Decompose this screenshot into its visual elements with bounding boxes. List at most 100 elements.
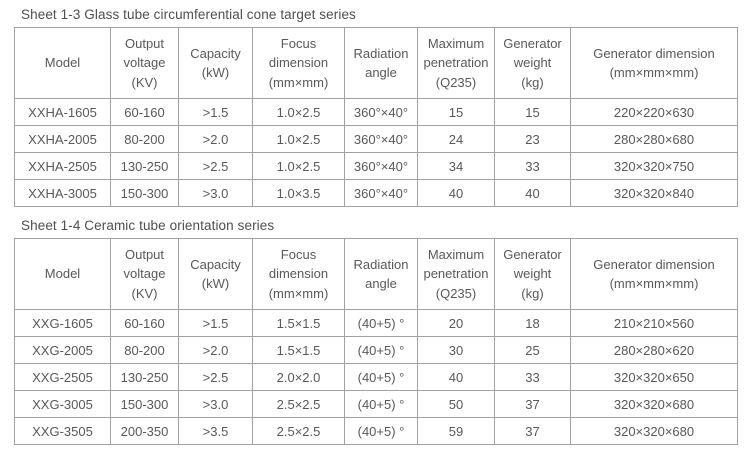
value-cell: 60-160 [110, 309, 179, 337]
column-header: Capacity (kW) [178, 27, 253, 99]
value-cell: 60-160 [110, 98, 179, 126]
sheet-1-3-title: Sheet 1-3 Glass tube circumferential con… [21, 7, 356, 22]
value-cell: >2.0 [178, 336, 253, 364]
value-cell: 1.0×2.5 [252, 125, 345, 153]
value-cell: 80-200 [110, 336, 179, 364]
value-cell: >2.5 [178, 363, 253, 391]
value-cell: 360°×40° [344, 152, 418, 180]
column-header: Generator dimension (mm×mm×mm) [570, 27, 738, 99]
model-cell: XXHA-2005 [14, 125, 111, 153]
column-header: Generator dimension (mm×mm×mm) [570, 238, 738, 310]
value-cell: 320×320×840 [570, 179, 738, 207]
column-header: Generator weight (kg) [494, 27, 571, 99]
spec-sheet-page: Sheet 1-3 Glass tube circumferential con… [14, 5, 750, 445]
table-row: XXG-3005 150-300 >3.0 2.5×2.5 (40+5) ° 50 37 32… [14, 390, 738, 418]
value-cell: 15 [417, 98, 495, 126]
table-row: XXG-2005 80-200 >2.0 1.5×1.5 (40+5) ° 30 25 280… [14, 336, 738, 364]
value-cell: 320×320×680 [570, 390, 738, 418]
header-row: Model Output voltage (KV) Capacity (kW) Foc… [14, 238, 738, 310]
header-row: Model Output voltage (KV) Capacity (kW) Foc… [14, 27, 738, 99]
value-cell: 37 [494, 390, 571, 418]
value-cell: 2.5×2.5 [252, 390, 345, 418]
ceramic-tube-spec-table: Model Output voltage (KV) Capacity (kW) Foc… [14, 238, 738, 445]
value-cell: (40+5) ° [344, 363, 418, 391]
value-cell: >3.0 [178, 179, 253, 207]
sheet-1-4-title: Sheet 1-4 Ceramic tube orientation serie… [21, 218, 275, 233]
column-header: Capacity (kW) [178, 238, 253, 310]
value-cell: 80-200 [110, 125, 179, 153]
value-cell: 25 [494, 336, 571, 364]
model-cell: XXG-3505 [14, 417, 111, 445]
value-cell: 320×320×680 [570, 417, 738, 445]
value-cell: 2.0×2.0 [252, 363, 345, 391]
value-cell: (40+5) ° [344, 336, 418, 364]
table-row: XXHA-1605 60-160 >1.5 1.0×2.5 360°×40° 15 15 22… [14, 98, 738, 126]
value-cell: 59 [417, 417, 495, 445]
value-cell: 33 [494, 152, 571, 180]
value-cell: 200-350 [110, 417, 179, 445]
value-cell: 2.5×2.5 [252, 417, 345, 445]
value-cell: 220×220×630 [570, 98, 738, 126]
value-cell: 210×210×560 [570, 309, 738, 337]
sheet-1-4-section: Sheet 1-4 Ceramic tube orientation serie… [14, 216, 750, 445]
value-cell: 280×280×620 [570, 336, 738, 364]
value-cell: 1.5×1.5 [252, 309, 345, 337]
value-cell: 360°×40° [344, 179, 418, 207]
value-cell: 1.5×1.5 [252, 336, 345, 364]
column-header: Maximum penetration (Q235) [417, 238, 495, 310]
model-cell: XXG-2005 [14, 336, 111, 364]
value-cell: 15 [494, 98, 571, 126]
glass-tube-spec-table: Model Output voltage (KV) Capacity (kW) Foc… [14, 27, 738, 207]
value-cell: 280×280×680 [570, 125, 738, 153]
model-cell: XXG-2505 [14, 363, 111, 391]
column-header: Maximum penetration (Q235) [417, 27, 495, 99]
value-cell: (40+5) ° [344, 390, 418, 418]
column-header: Radiation angle [344, 27, 418, 99]
column-header: Generator weight (kg) [494, 238, 571, 310]
value-cell: 34 [417, 152, 495, 180]
column-header: Output voltage (KV) [110, 27, 179, 99]
value-cell: >1.5 [178, 98, 253, 126]
table-row: XXHA-2005 80-200 >2.0 1.0×2.5 360°×40° 24 23 28… [14, 125, 738, 153]
value-cell: 320×320×750 [570, 152, 738, 180]
value-cell: 360°×40° [344, 98, 418, 126]
column-header: Radiation angle [344, 238, 418, 310]
value-cell: >2.5 [178, 152, 253, 180]
value-cell: 40 [417, 179, 495, 207]
column-header: Model [14, 27, 111, 99]
value-cell: 18 [494, 309, 571, 337]
value-cell: (40+5) ° [344, 417, 418, 445]
value-cell: 24 [417, 125, 495, 153]
value-cell: 40 [417, 363, 495, 391]
model-cell: XXG-1605 [14, 309, 111, 337]
model-cell: XXG-3005 [14, 390, 111, 418]
column-header: Focus dimension (mm×mm) [252, 238, 345, 310]
value-cell: >1.5 [178, 309, 253, 337]
value-cell: 50 [417, 390, 495, 418]
value-cell: 37 [494, 417, 571, 445]
sheet-1-3-section: Sheet 1-3 Glass tube circumferential con… [14, 5, 750, 207]
model-cell: XXHA-1605 [14, 98, 111, 126]
table-row: XXHA-2505 130-250 >2.5 1.0×2.5 360°×40° 34 33 3… [14, 152, 738, 180]
value-cell: 360°×40° [344, 125, 418, 153]
value-cell: 30 [417, 336, 495, 364]
value-cell: 320×320×650 [570, 363, 738, 391]
value-cell: 130-250 [110, 363, 179, 391]
value-cell: 150-300 [110, 390, 179, 418]
value-cell: 1.0×3.5 [252, 179, 345, 207]
value-cell: 40 [494, 179, 571, 207]
value-cell: 1.0×2.5 [252, 152, 345, 180]
column-header: Focus dimension (mm×mm) [252, 27, 345, 99]
column-header: Model [14, 238, 111, 310]
column-header: Output voltage (KV) [110, 238, 179, 310]
value-cell: >2.0 [178, 125, 253, 153]
value-cell: >3.5 [178, 417, 253, 445]
value-cell: 1.0×2.5 [252, 98, 345, 126]
value-cell: 33 [494, 363, 571, 391]
value-cell: 20 [417, 309, 495, 337]
model-cell: XXHA-2505 [14, 152, 111, 180]
table-row: XXG-2505 130-250 >2.5 2.0×2.0 (40+5) ° 40 33 32… [14, 363, 738, 391]
value-cell: 130-250 [110, 152, 179, 180]
value-cell: (40+5) ° [344, 309, 418, 337]
value-cell: 150-300 [110, 179, 179, 207]
